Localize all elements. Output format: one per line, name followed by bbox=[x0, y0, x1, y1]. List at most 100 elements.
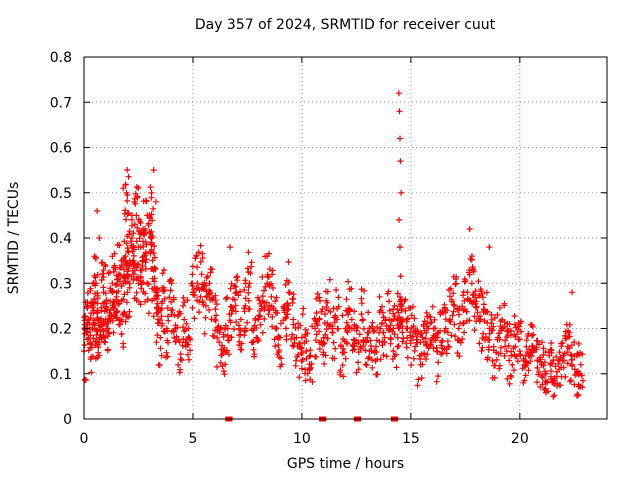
data-point bbox=[187, 347, 193, 354]
data-point bbox=[455, 325, 462, 332]
data-point bbox=[432, 337, 439, 344]
data-point bbox=[365, 329, 372, 336]
data-point bbox=[100, 274, 107, 281]
data-point bbox=[299, 365, 305, 372]
data-point bbox=[105, 270, 112, 277]
data-points bbox=[81, 90, 586, 422]
data-point bbox=[572, 372, 579, 379]
data-point bbox=[388, 317, 395, 324]
data-point bbox=[332, 345, 339, 352]
data-point bbox=[246, 306, 253, 312]
data-point bbox=[313, 353, 320, 360]
data-point bbox=[569, 356, 575, 363]
x-tick-label: 5 bbox=[188, 431, 197, 447]
data-point bbox=[277, 320, 284, 327]
data-point bbox=[345, 305, 352, 312]
data-point bbox=[420, 321, 427, 328]
data-point bbox=[445, 343, 452, 350]
data-point bbox=[479, 294, 486, 301]
data-point bbox=[293, 334, 300, 341]
data-point bbox=[241, 332, 248, 339]
data-point bbox=[156, 362, 163, 369]
data-point bbox=[104, 320, 111, 327]
data-point bbox=[124, 289, 131, 296]
data-point bbox=[180, 302, 187, 309]
data-point bbox=[126, 284, 133, 291]
data-point bbox=[540, 362, 547, 369]
data-point bbox=[136, 298, 142, 305]
data-point bbox=[489, 375, 496, 381]
data-point bbox=[300, 305, 307, 312]
data-point bbox=[121, 309, 128, 316]
data-point bbox=[307, 347, 314, 354]
data-point bbox=[327, 308, 334, 315]
data-point bbox=[116, 300, 122, 307]
data-point bbox=[468, 253, 475, 260]
data-point bbox=[145, 281, 152, 288]
data-point bbox=[271, 336, 278, 343]
data-point bbox=[169, 307, 176, 314]
data-point bbox=[175, 336, 182, 343]
data-point bbox=[140, 230, 147, 237]
data-point bbox=[256, 312, 263, 319]
data-point bbox=[121, 291, 128, 298]
data-point bbox=[393, 364, 400, 371]
data-point bbox=[277, 363, 284, 370]
data-point bbox=[528, 332, 535, 339]
data-point bbox=[459, 303, 466, 310]
data-point bbox=[427, 341, 434, 348]
data-point bbox=[441, 305, 448, 312]
data-point bbox=[266, 306, 273, 313]
data-point bbox=[213, 301, 220, 308]
data-point bbox=[148, 189, 155, 196]
data-point bbox=[151, 264, 158, 271]
data-point bbox=[102, 339, 109, 346]
data-point bbox=[397, 158, 404, 165]
data-point bbox=[201, 330, 208, 337]
data-point bbox=[373, 349, 380, 355]
data-point bbox=[508, 348, 515, 355]
data-point bbox=[94, 309, 101, 316]
data-point bbox=[459, 336, 466, 342]
data-point bbox=[150, 250, 157, 257]
data-point bbox=[196, 309, 202, 316]
data-point bbox=[89, 326, 96, 333]
data-point bbox=[517, 352, 524, 359]
data-point bbox=[121, 254, 127, 261]
data-point bbox=[448, 332, 455, 339]
data-point bbox=[306, 353, 313, 360]
data-point bbox=[496, 304, 503, 311]
data-point bbox=[97, 331, 104, 338]
data-point bbox=[514, 331, 521, 338]
data-point bbox=[102, 261, 108, 268]
data-point bbox=[259, 274, 266, 280]
data-point bbox=[257, 321, 264, 328]
data-point bbox=[449, 298, 455, 305]
data-point bbox=[158, 313, 165, 320]
data-point bbox=[351, 321, 358, 328]
data-point bbox=[376, 293, 383, 300]
grid bbox=[84, 57, 607, 419]
data-point bbox=[90, 335, 97, 342]
data-point bbox=[177, 366, 184, 373]
data-point bbox=[253, 334, 260, 341]
data-point bbox=[380, 329, 387, 336]
data-point bbox=[293, 357, 299, 364]
data-point bbox=[110, 329, 117, 336]
data-point bbox=[129, 248, 136, 255]
data-point bbox=[142, 239, 149, 245]
data-point bbox=[120, 185, 127, 192]
data-point bbox=[231, 326, 237, 333]
data-point bbox=[299, 350, 306, 356]
data-point bbox=[125, 210, 132, 216]
data-point bbox=[419, 361, 426, 368]
data-point bbox=[344, 340, 351, 347]
data-point bbox=[268, 293, 275, 300]
data-point bbox=[173, 333, 180, 340]
data-point bbox=[522, 372, 529, 379]
data-point bbox=[418, 375, 425, 382]
data-point bbox=[151, 254, 158, 261]
data-point bbox=[274, 310, 281, 316]
x-tick-label: 20 bbox=[511, 431, 529, 447]
data-point bbox=[84, 305, 91, 311]
